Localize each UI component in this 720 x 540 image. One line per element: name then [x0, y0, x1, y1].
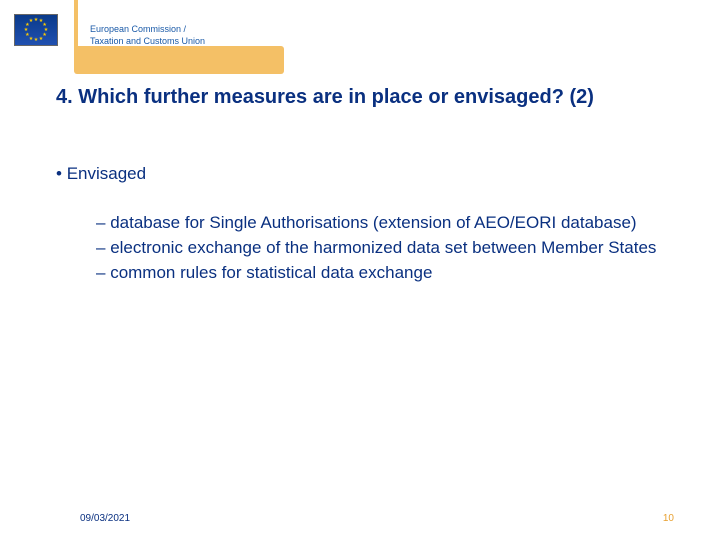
eu-flag-icon: ★★★★★★★★★★★★	[14, 14, 58, 46]
department-label: European Commission / Taxation and Custo…	[90, 24, 205, 47]
slide-title: 4. Which further measures are in place o…	[56, 84, 680, 110]
list-item: database for Single Authorisations (exte…	[96, 212, 680, 235]
list-item: common rules for statistical data exchan…	[96, 262, 680, 285]
dept-line1: European Commission /	[90, 24, 205, 36]
header: ★★★★★★★★★★★★ European Commission / Taxat…	[0, 0, 720, 60]
slide-content: Envisaged database for Single Authorisat…	[56, 164, 680, 287]
list-item: electronic exchange of the harmonized da…	[96, 237, 680, 260]
main-bullet: Envisaged	[56, 164, 680, 184]
accent-box	[74, 46, 284, 74]
footer-page-number: 10	[663, 513, 674, 524]
sub-list: database for Single Authorisations (exte…	[56, 212, 680, 285]
accent-stripe	[74, 0, 78, 50]
footer-date: 09/03/2021	[80, 513, 130, 524]
